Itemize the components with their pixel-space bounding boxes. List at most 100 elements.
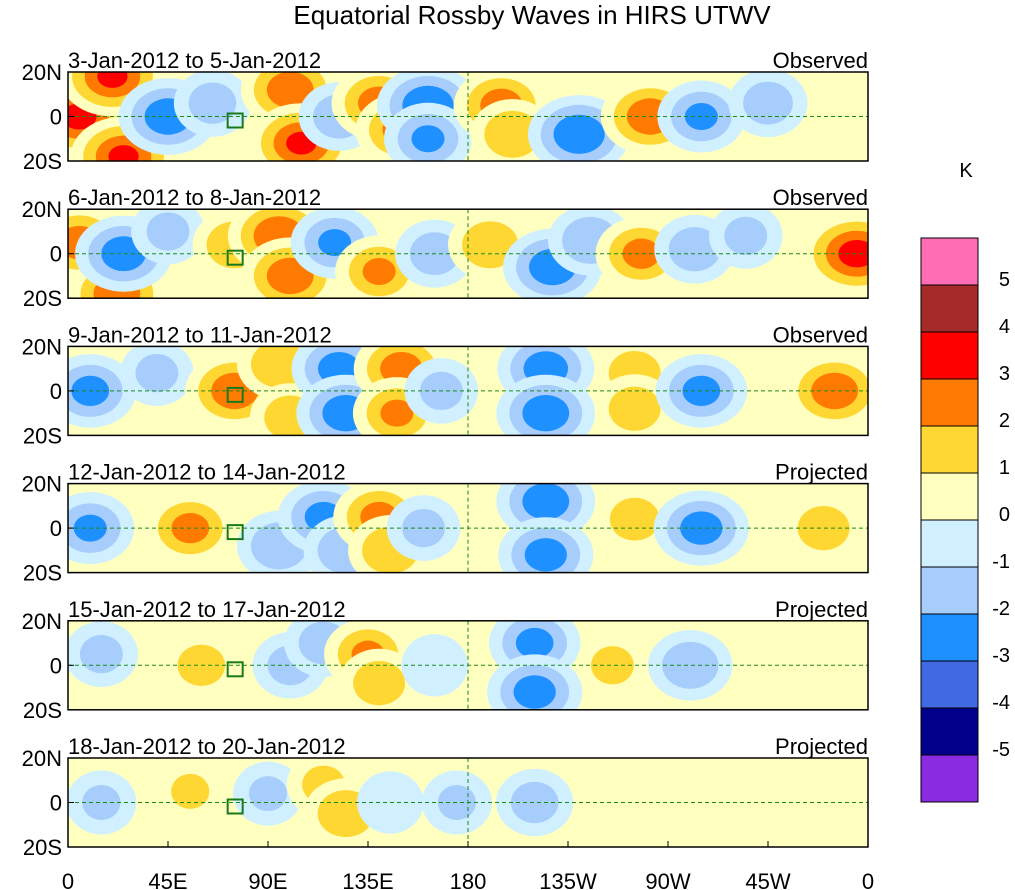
region-box — [226, 249, 244, 266]
x-tick-label: 135E — [342, 869, 393, 890]
anomaly-3-1 — [68, 354, 137, 428]
anomaly-5-9 — [487, 654, 583, 710]
colorbar-label: -2 — [992, 598, 1010, 620]
colorbar-swatch — [920, 237, 979, 286]
panel-5: 20N 0 20S 15-Jan-2012 to 17-Jan-2012 Project… — [22, 597, 869, 723]
colorbar-swatch — [920, 472, 979, 521]
y-tick-label: 0 — [50, 242, 62, 267]
x-tick-label: 0 — [862, 869, 874, 890]
x-tick-label: 135W — [539, 869, 597, 890]
colorbar-swatch — [920, 707, 979, 756]
colorbar-swatch — [920, 331, 979, 380]
region-box — [226, 524, 244, 541]
panel-4: 20N 0 20S 12-Jan-2012 to 14-Jan-2012 Project… — [22, 460, 869, 586]
panel-status: Projected — [775, 460, 868, 485]
y-tick-label: 0 — [50, 653, 62, 678]
y-tick-label: 0 — [50, 379, 62, 404]
region-box — [226, 386, 244, 403]
colorbar-swatch — [920, 378, 979, 427]
colorbar-label: -3 — [992, 645, 1010, 667]
anomaly-5-6 — [338, 648, 420, 710]
y-tick-label: 20N — [22, 334, 62, 359]
anomaly-3-14 — [594, 374, 676, 436]
panel-period: 15-Jan-2012 to 17-Jan-2012 — [68, 597, 346, 622]
anomaly-1-12 — [384, 102, 472, 161]
colorbar-swatch — [920, 284, 979, 333]
y-tick-label: 20N — [22, 197, 62, 222]
panel-status: Observed — [773, 185, 868, 210]
panel-status: Observed — [773, 322, 868, 347]
colorbar-label: 2 — [999, 410, 1010, 432]
y-tick-label: 20N — [22, 60, 62, 85]
y-tick-label: 0 — [50, 791, 62, 816]
anomaly-6-10 — [747, 772, 811, 833]
anomaly-6-9 — [634, 771, 702, 834]
y-tick-label: 20S — [23, 698, 62, 723]
region-box — [226, 112, 244, 129]
panel-period: 6-Jan-2012 to 8-Jan-2012 — [68, 185, 321, 210]
panel-period: 12-Jan-2012 to 14-Jan-2012 — [68, 460, 346, 485]
anomaly-1-5 — [173, 72, 252, 137]
y-tick-label: 20S — [23, 149, 62, 174]
colorbar-unit: K — [959, 160, 973, 182]
panel-status: Projected — [775, 734, 868, 759]
colorbar-label: 3 — [999, 363, 1010, 385]
colorbar-label: 5 — [999, 269, 1010, 291]
colorbar-label: 4 — [999, 316, 1010, 338]
y-tick-label: 0 — [50, 516, 62, 541]
anomaly-1-18 — [728, 72, 808, 138]
region-box — [226, 661, 244, 678]
x-tick-label: 90W — [645, 869, 690, 890]
colorbar-label: 1 — [999, 457, 1010, 479]
x-tick-label: 90E — [248, 869, 287, 890]
y-tick-label: 20S — [23, 561, 62, 586]
anomaly-3-9 — [352, 377, 441, 436]
x-tick-label: 45E — [148, 869, 187, 890]
anomaly-6-2 — [155, 759, 226, 824]
colorbar-label: -4 — [992, 692, 1010, 714]
anomaly-4-10 — [498, 517, 594, 573]
panel-6: 20N 0 20S 18-Jan-2012 to 20-Jan-2012 Project… — [22, 734, 869, 860]
anomaly-6-8 — [496, 768, 574, 837]
anomaly-2-16 — [708, 209, 783, 269]
x-tick-label: 180 — [450, 869, 487, 890]
panel-status: Projected — [775, 597, 868, 622]
panel-period: 9-Jan-2012 to 11-Jan-2012 — [68, 322, 332, 347]
panel-status: Observed — [773, 48, 868, 73]
y-tick-label: 20S — [23, 286, 62, 311]
y-tick-label: 20N — [22, 609, 62, 634]
anomaly-5-1 — [68, 621, 139, 687]
colorbar: 5 4 3 2 1 0 -1 -2 -3 -4 -5 K — [920, 160, 1010, 803]
panel-3: 20N 0 20S 9-Jan-2012 to 11-Jan-2012 Observed — [22, 322, 869, 448]
x-tick-label: 0 — [62, 869, 74, 890]
anomaly-5-11 — [648, 630, 733, 701]
colorbar-label: -5 — [992, 739, 1010, 761]
panel-period: 3-Jan-2012 to 5-Jan-2012 — [68, 48, 321, 73]
anomaly-2-4 — [131, 209, 205, 265]
anomaly-3-12 — [496, 374, 596, 436]
panel-1: 20N 0 20S 3-Jan-2012 to 5-Jan-2012 Observed — [22, 48, 869, 174]
panel-period: 18-Jan-2012 to 20-Jan-2012 — [68, 734, 346, 759]
chart-title: Equatorial Rossby Waves in HIRS UTWV — [293, 0, 771, 30]
anomaly-3-2 — [120, 346, 194, 406]
x-tick-label: 45W — [745, 869, 790, 890]
y-tick-label: 20S — [23, 835, 62, 860]
colorbar-swatch — [920, 519, 979, 568]
x-axis: 0 45E 90E 135E 180 135W 90W 45W 0 — [62, 841, 874, 890]
colorbar-swatch — [920, 425, 979, 474]
region-box — [226, 798, 244, 815]
panel-2: 20N 0 20S 6-Jan-2012 to 8-Jan-2012 Observed — [22, 185, 869, 311]
anomaly-6-1 — [68, 770, 137, 835]
colorbar-label: -1 — [992, 551, 1010, 573]
anomaly-4-8 — [386, 495, 461, 561]
colorbar-swatch — [920, 613, 979, 662]
anomaly-5-12 — [767, 633, 836, 697]
y-tick-label: 20S — [23, 423, 62, 448]
anomaly-4-13 — [783, 493, 864, 563]
colorbar-label: 0 — [999, 504, 1010, 526]
y-tick-label: 0 — [50, 105, 62, 130]
anomaly-4-11 — [595, 485, 675, 554]
y-tick-label: 20N — [22, 746, 62, 771]
